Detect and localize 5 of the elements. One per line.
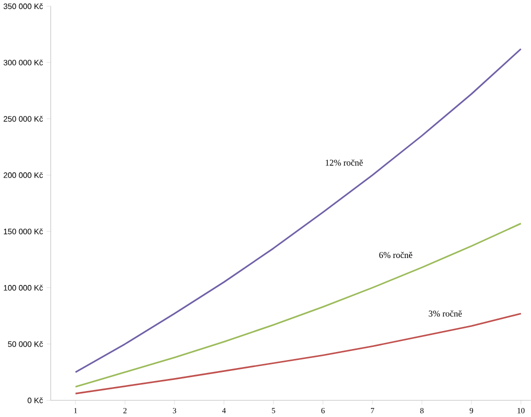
line-series — [74, 222, 522, 388]
series-label: 12% ročně — [326, 160, 363, 166]
series-label: 6% ročně — [379, 252, 412, 258]
line-series — [74, 48, 522, 374]
series-label: 3% ročně — [428, 310, 462, 317]
